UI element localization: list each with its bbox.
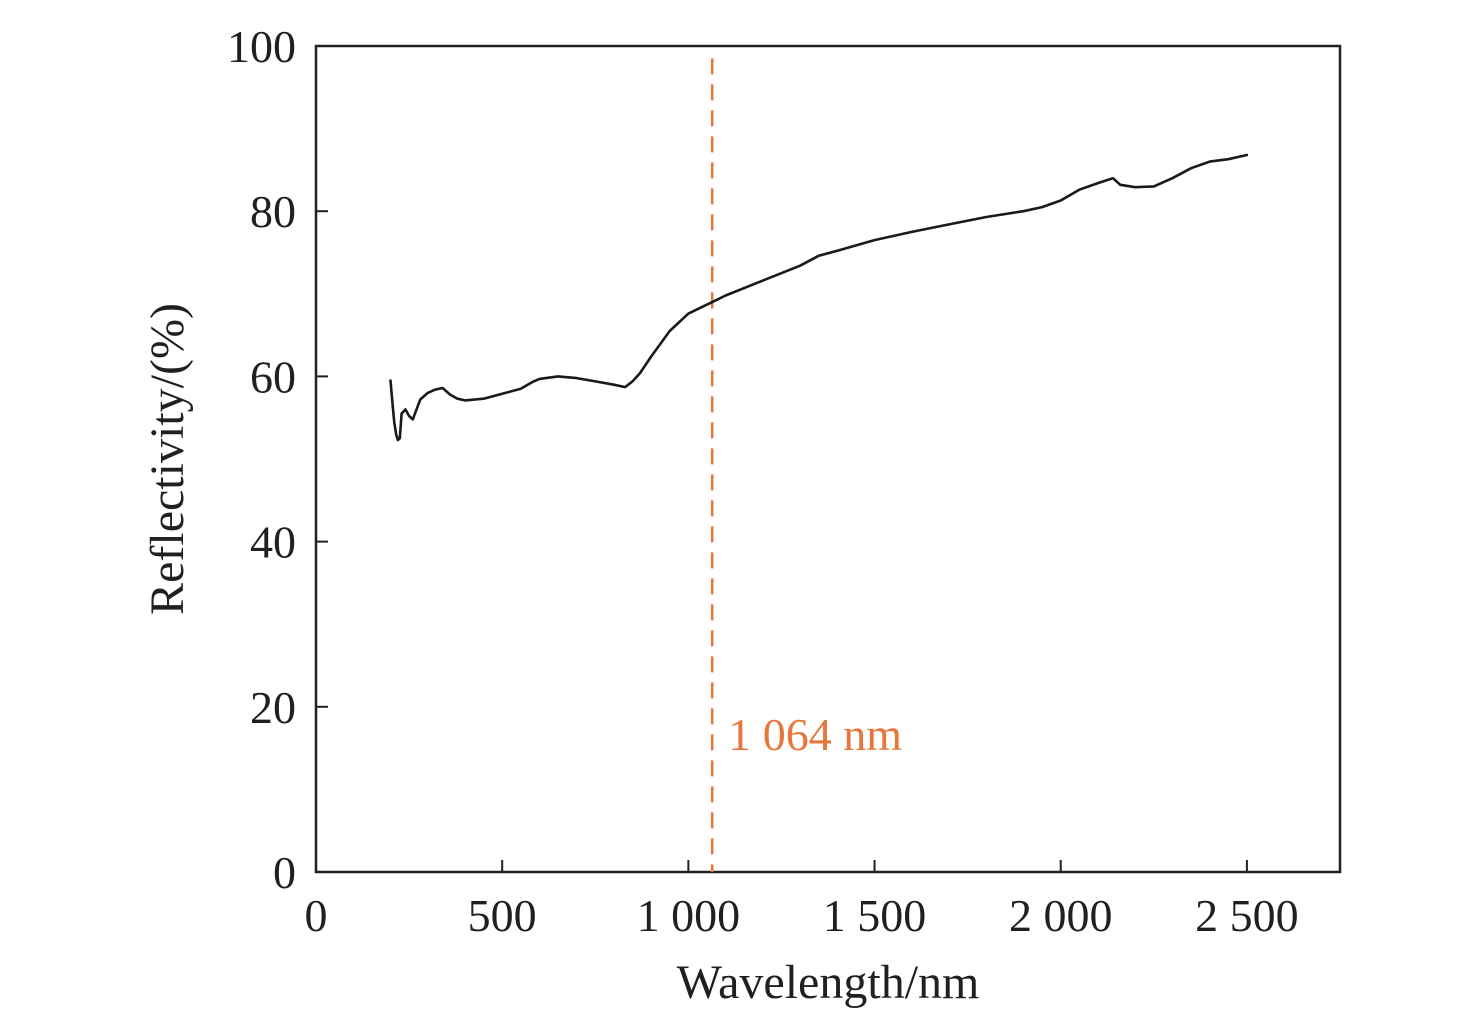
x-tick-label: 0 (305, 890, 328, 941)
x-axis-label: Wavelength/nm (677, 956, 980, 1009)
wavelength-marker-label: 1 064 nm (728, 709, 902, 760)
y-tick-label: 100 (227, 21, 296, 72)
x-tick-label: 1 500 (823, 890, 927, 941)
y-tick-label: 20 (250, 682, 296, 733)
y-tick-label: 0 (273, 847, 296, 898)
series-layer (389, 153, 1249, 442)
x-tick-label: 500 (468, 890, 537, 941)
x-tick-label: 1 000 (637, 890, 741, 941)
y-tick-label: 80 (250, 186, 296, 237)
series-line (389, 153, 1249, 442)
y-axis-ticks: 0 20 40 60 80 100 (227, 21, 328, 898)
y-axis-label: Reflectivity/(%) (141, 303, 194, 615)
x-axis-ticks: 0 500 1 000 1 500 2 000 2 500 (305, 860, 1299, 941)
x-tick-label: 2 500 (1195, 890, 1299, 941)
x-tick-label: 2 000 (1009, 890, 1113, 941)
marker-layer: 1 064 nm (710, 58, 902, 872)
y-tick-label: 60 (250, 351, 296, 402)
plot-frame (314, 44, 1342, 874)
y-tick-label: 40 (250, 517, 296, 568)
